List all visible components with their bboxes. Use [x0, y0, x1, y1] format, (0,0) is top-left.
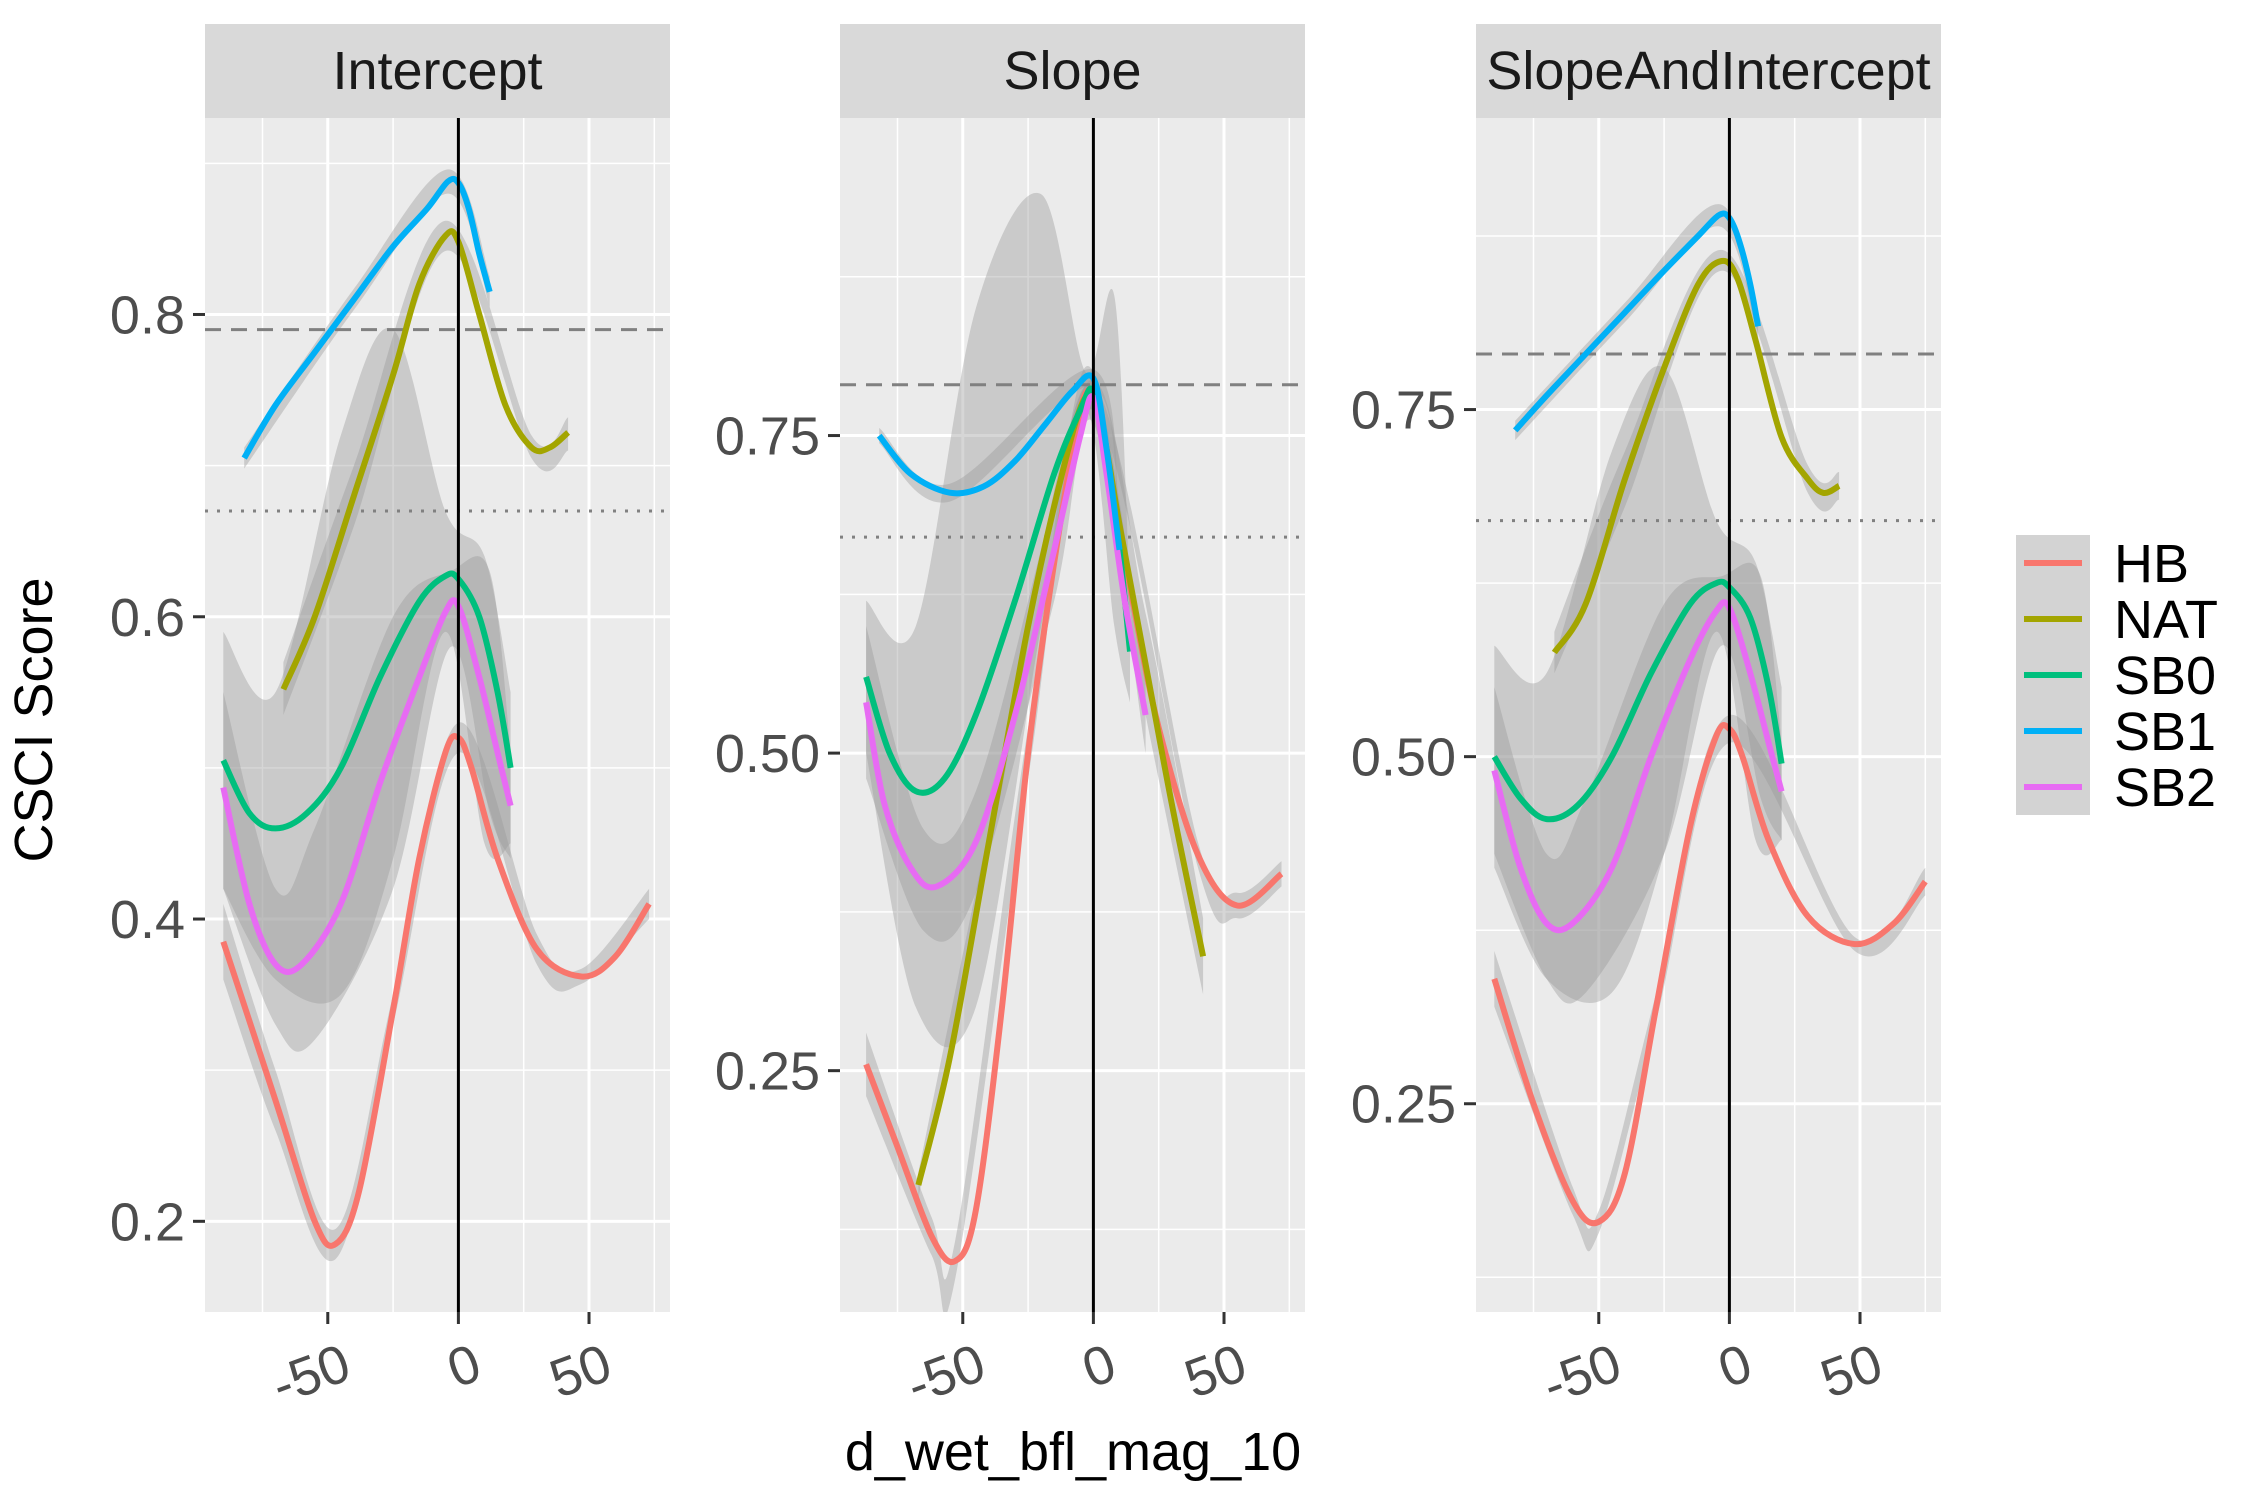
confidence-band-sb0: [1494, 366, 1782, 1003]
facet-strip: [1476, 24, 1941, 118]
y-tick-label: 0.6: [110, 588, 185, 648]
legend-label-hb: HB: [2114, 534, 2189, 594]
confidence-band-hb: [866, 383, 1282, 1312]
series-line-sb2: [1491, 599, 1785, 934]
y-axis-title: CSCI Score: [4, 577, 64, 862]
series-line-hb: [220, 733, 652, 1249]
confidence-band-sb0: [866, 192, 1130, 1048]
x-tick-label: 50: [1813, 1333, 1890, 1410]
gridlines: [205, 118, 670, 1312]
confidence-band-nat: [283, 220, 569, 715]
facet-strip-label: Intercept: [332, 41, 542, 101]
y-tick-label: 0.75: [715, 407, 820, 467]
y-tick-label: 0.25: [715, 1042, 820, 1102]
x-tick-label: 50: [542, 1333, 619, 1410]
gridlines: [1476, 118, 1941, 1312]
series-line-sb0: [220, 570, 514, 832]
x-tick-label: 0: [440, 1333, 489, 1400]
plot-background: [1476, 118, 1941, 1312]
y-tick-label: 0.8: [110, 285, 185, 345]
facet-strip-label: Slope: [1003, 41, 1141, 101]
series-line-sb0: [1491, 578, 1785, 823]
y-tick-label: 0.2: [110, 1192, 185, 1252]
x-tick-label: -50: [1535, 1333, 1629, 1416]
y-tick-label: 0.25: [1351, 1075, 1456, 1135]
facet-panels: Intercept 0.2 0.4 0.6 0.8 -50 0 50 Slope 0.25 0.50…: [110, 24, 1941, 1416]
plot-background: [840, 118, 1305, 1312]
confidence-band-sb0: [223, 327, 511, 1004]
x-tick-label: 0: [1075, 1333, 1124, 1400]
confidence-band-sb2: [1494, 562, 1782, 1004]
x-tick-label: -50: [264, 1333, 358, 1416]
confidence-band-nat: [1554, 249, 1840, 674]
data-layer: [840, 118, 1305, 1312]
series-line-sb1: [876, 372, 1123, 551]
x-axis-title: d_wet_bfl_mag_10: [845, 1422, 1301, 1482]
x-tick-label: -50: [899, 1333, 993, 1416]
facet-strip-label: SlopeAndIntercept: [1486, 41, 1930, 101]
data-layer: [205, 118, 670, 1312]
legend-label-sb0: SB0: [2114, 646, 2216, 706]
legend-label-sb2: SB2: [2114, 758, 2216, 818]
series-line-sb1: [241, 175, 493, 460]
y-tick-label: 0.50: [715, 724, 820, 784]
legend-label-nat: NAT: [2114, 590, 2218, 650]
facet-strip: [205, 24, 670, 118]
facet-panel: SlopeAndIntercept 0.25 0.50 0.75 -50 0 50: [1351, 24, 1941, 1416]
x-tick-label: 0: [1711, 1333, 1760, 1400]
series-line-sb1: [1512, 210, 1762, 433]
y-tick-label: 0.75: [1351, 381, 1456, 441]
series-line-hb: [1491, 722, 1928, 1227]
confidence-band-sb2: [223, 556, 511, 1052]
series-line-nat: [280, 228, 571, 691]
facet-panel: Intercept 0.2 0.4 0.6 0.8 -50 0 50: [110, 24, 670, 1416]
facet-panel: Slope 0.25 0.50 0.75 -50 0 50: [715, 24, 1305, 1416]
x-tick-label: 50: [1177, 1333, 1254, 1410]
data-layer: [1476, 118, 1941, 1312]
series-line-sb2: [220, 597, 514, 975]
facet-strip: [840, 24, 1305, 118]
legend-label-sb1: SB1: [2114, 702, 2216, 762]
y-tick-label: 0.4: [110, 890, 185, 950]
y-tick-label: 0.50: [1351, 728, 1456, 788]
series-line-nat: [1551, 257, 1841, 655]
